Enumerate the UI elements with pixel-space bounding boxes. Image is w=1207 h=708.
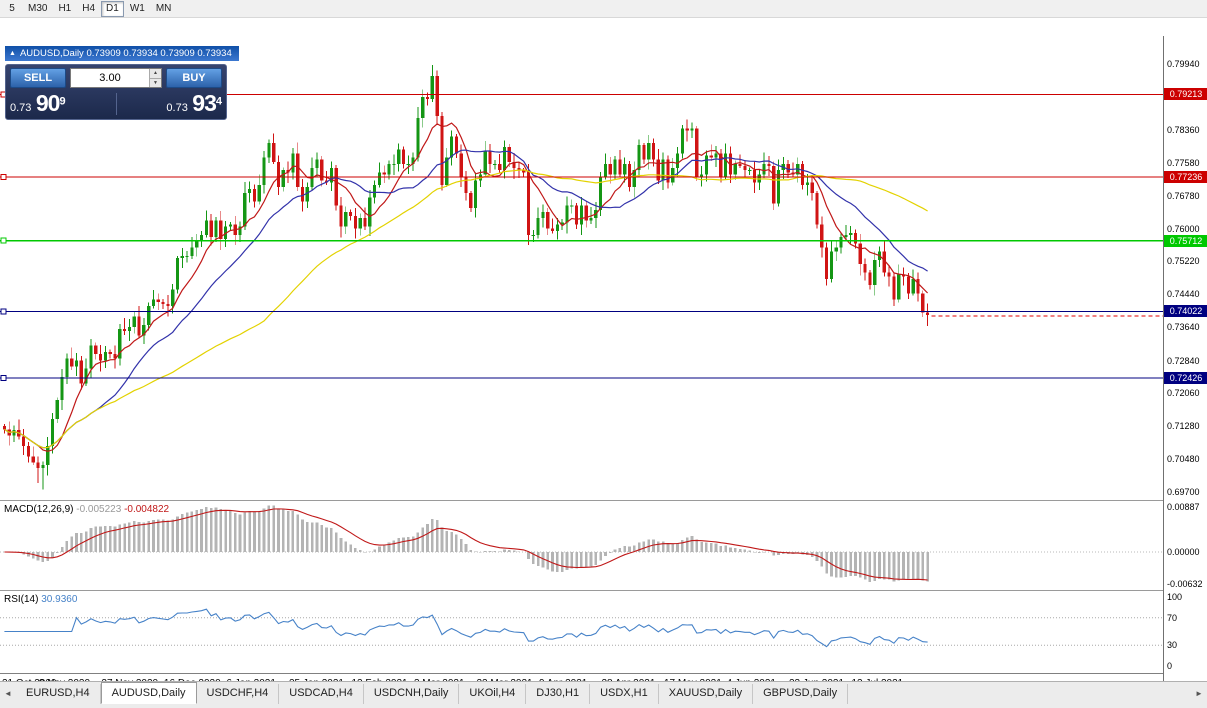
buy-price-prefix: 0.73 xyxy=(166,102,188,114)
tabs-scroll-right-button[interactable]: ► xyxy=(1195,689,1203,698)
timeframe-button-5[interactable]: 5 xyxy=(9,2,15,14)
rsi-axis-label: 70 xyxy=(1167,612,1178,623)
chart-title: AUDUSD,Daily 0.73909 0.73934 0.73909 0.7… xyxy=(19,48,232,59)
rsi-panel-splitter[interactable] xyxy=(0,590,1207,591)
rsi-axis-label: 30 xyxy=(1167,640,1178,651)
price-axis-label: 0.74440 xyxy=(1167,288,1200,299)
price-axis-label: 0.76780 xyxy=(1167,191,1200,202)
chart-tab[interactable]: USDCNH,Daily xyxy=(364,684,460,704)
chart-tab[interactable]: USDX,H1 xyxy=(590,684,659,704)
chart-tab[interactable]: USDCAD,H4 xyxy=(279,684,364,704)
volume-input[interactable] xyxy=(71,69,149,87)
macd-signal-value: -0.004822 xyxy=(124,504,170,515)
buy-price-big: 93 xyxy=(192,90,217,116)
price-line-badge: 0.79213 xyxy=(1164,88,1207,101)
macd-histogram xyxy=(0,505,1163,582)
sell-price-big: 90 xyxy=(35,90,61,116)
rsi-value: 30.9360 xyxy=(41,594,78,605)
macd-indicator-chart[interactable] xyxy=(0,501,1163,590)
chart-tab[interactable]: XAUUSD,Daily xyxy=(659,684,754,704)
chart-tabs-bar: ◄ EURUSD,H4 AUDUSD,Daily USDCHF,H4 USDCAD,H4… xyxy=(0,681,1207,704)
macd-label: MACD(12,26,9) -0.005223 -0.004822 xyxy=(4,504,169,515)
tabs-scroll-left-button[interactable]: ◄ xyxy=(4,689,12,698)
sell-price-prefix: 0.73 xyxy=(10,102,32,114)
price-axis-label: 0.78360 xyxy=(1167,125,1200,136)
volume-box: ▲ ▼ xyxy=(70,68,162,88)
buy-price: 0.73 934 xyxy=(166,90,222,117)
timeframe-toolbar: 5 M30 H1 H4 D1 W1 MN xyxy=(0,0,1207,18)
price-axis-label: 0.73640 xyxy=(1167,322,1200,333)
price-line-badge: 0.72426 xyxy=(1164,372,1207,385)
rsi-name: RSI(14) xyxy=(4,594,39,605)
macd-main-value: -0.005223 xyxy=(76,504,122,515)
price-divider xyxy=(116,93,117,115)
bottom-strip xyxy=(0,704,1207,708)
candles-layer xyxy=(2,64,930,490)
line-handle[interactable] xyxy=(0,237,7,244)
price-axis-label: 0.79940 xyxy=(1167,59,1200,69)
price-axis-label: 0.72840 xyxy=(1167,355,1200,366)
macd-axis-label: 0.00887 xyxy=(1167,502,1200,512)
line-handle[interactable] xyxy=(0,174,7,181)
price-line-badge: 0.77236 xyxy=(1164,171,1207,184)
sell-price-sup: 9 xyxy=(59,95,66,108)
rsi-label: RSI(14) 30.9360 xyxy=(4,594,77,605)
ma-8-line xyxy=(4,122,929,452)
chart-tab[interactable]: AUDUSD,Daily xyxy=(100,682,197,704)
volume-down-button[interactable]: ▼ xyxy=(150,78,161,87)
one-click-trading-panel: SELL ▲ ▼ BUY 0.73 909 0.73 934 xyxy=(5,64,227,120)
rsi-axis-label: 100 xyxy=(1167,592,1183,602)
volume-up-button[interactable]: ▲ xyxy=(150,69,161,79)
price-axis-label: 0.72060 xyxy=(1167,388,1200,399)
line-handle[interactable] xyxy=(0,308,7,315)
ma-55-line xyxy=(4,169,928,449)
timeframe-button-d1[interactable]: D1 xyxy=(101,0,124,17)
ma-20-line xyxy=(4,149,928,449)
chart-area: MACD(12,26,9) -0.005223 -0.004822 RSI(14… xyxy=(0,18,1207,695)
macd-name: MACD(12,26,9) xyxy=(4,504,74,515)
rsi-axis-label: 0 xyxy=(1167,661,1173,671)
moving-averages-layer xyxy=(4,122,929,452)
chart-tab[interactable]: GBPUSD,Daily xyxy=(753,684,849,704)
timeframe-button-h4[interactable]: H4 xyxy=(82,2,96,14)
rsi-line xyxy=(4,608,928,648)
chart-window-titlebar[interactable]: ▲ AUDUSD,Daily 0.73909 0.73934 0.73909 0… xyxy=(5,46,239,61)
timeframe-button-m30[interactable]: M30 xyxy=(28,2,48,14)
rsi-indicator-chart[interactable] xyxy=(0,591,1163,672)
line-handle[interactable] xyxy=(0,375,7,382)
sell-button[interactable]: SELL xyxy=(10,68,66,88)
sell-price: 0.73 909 xyxy=(10,90,66,117)
timeframe-button-h1[interactable]: H1 xyxy=(58,2,72,14)
chart-tab[interactable]: EURUSD,H4 xyxy=(16,684,101,704)
price-axis-label: 0.71280 xyxy=(1167,420,1200,431)
chart-tab[interactable]: DJ30,H1 xyxy=(526,684,591,704)
price-axis-label: 0.69700 xyxy=(1167,487,1200,497)
buy-price-sup: 4 xyxy=(215,95,222,108)
price-axis-label: 0.76000 xyxy=(1167,223,1200,234)
chart-window-icon: ▲ xyxy=(9,50,16,57)
price-axis: 0.799400.791600.783600.775800.767800.760… xyxy=(1163,36,1207,695)
chart-tab[interactable]: UKOil,H4 xyxy=(459,684,527,704)
macd-panel-splitter[interactable] xyxy=(0,500,1207,501)
volume-stepper: ▲ ▼ xyxy=(149,69,161,87)
price-line-badge: 0.75712 xyxy=(1164,234,1207,247)
price-line-badge: 0.74022 xyxy=(1164,305,1207,318)
timeframe-button-w1[interactable]: W1 xyxy=(129,2,145,14)
macd-axis-label: -0.00632 xyxy=(1167,579,1203,589)
timeframe-button-mn[interactable]: MN xyxy=(155,2,172,14)
macd-signal-line xyxy=(4,508,928,581)
price-axis-label: 0.70480 xyxy=(1167,454,1200,465)
price-axis-label: 0.75220 xyxy=(1167,256,1200,267)
macd-axis-label: 0.00000 xyxy=(1167,546,1200,557)
price-axis-label: 0.77580 xyxy=(1167,157,1200,168)
buy-button[interactable]: BUY xyxy=(166,68,222,88)
chart-tab[interactable]: USDCHF,H4 xyxy=(197,684,280,704)
horizontal-lines-layer xyxy=(0,91,1163,382)
